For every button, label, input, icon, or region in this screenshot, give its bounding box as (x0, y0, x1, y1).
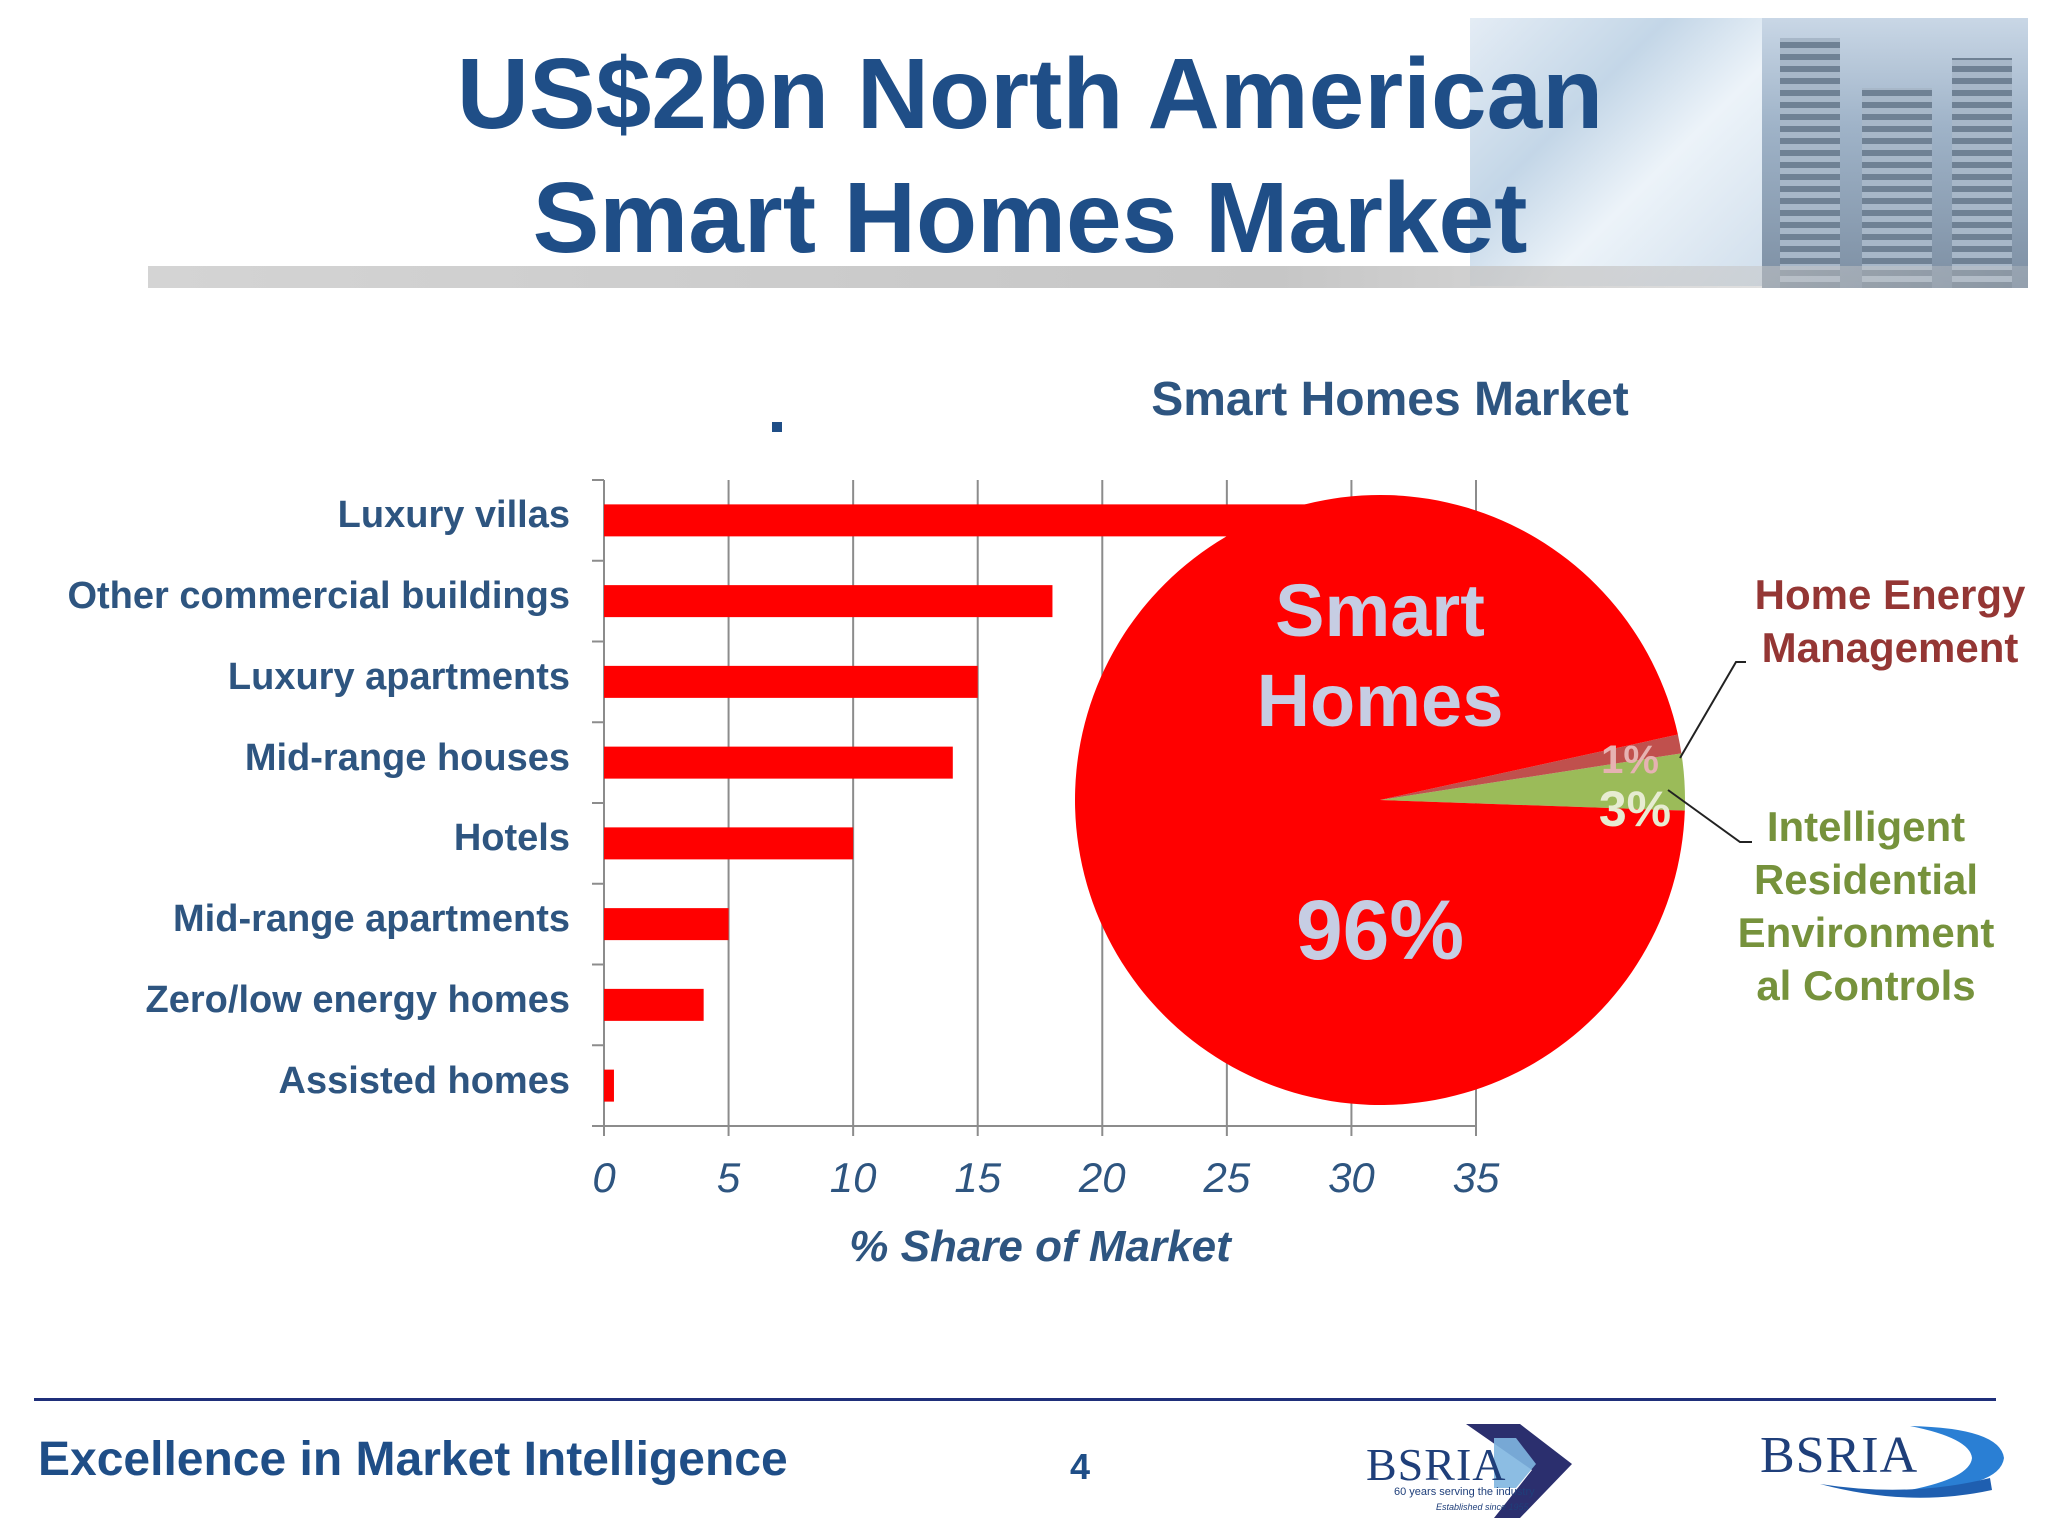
legend-irec-line-3: Environment (1737, 909, 1995, 956)
bsria-60-years-logo: BSRIA 60 years serving the industry Esta… (1366, 1418, 1596, 1522)
category-label: Assisted homes (278, 1059, 570, 1102)
x-tick-label: 25 (1203, 1154, 1251, 1201)
x-tick-label: 30 (1328, 1154, 1375, 1201)
leader-line-home-energy (1679, 661, 1746, 759)
logo-wordmark-2: BSRIA (1760, 1427, 1919, 1484)
legend-hem-line-2: Management (1761, 624, 2019, 671)
title-line-1: US$2bn North American (456, 38, 1604, 150)
pie-label-line-2: Homes (1256, 659, 1504, 742)
category-label: Mid-range apartments (173, 898, 570, 941)
pie-value-smart-homes: 96% (1295, 883, 1465, 977)
pie-slice-home-energy-management (1380, 734, 1682, 800)
category-label: Mid-range houses (244, 736, 570, 779)
legend-irec-line-4: al Controls (1756, 962, 1976, 1009)
tower-shape (1952, 58, 2012, 288)
bar-zero-low-energy-homes (604, 988, 704, 1021)
page-number: 4 (1069, 1446, 1091, 1487)
slide-title: US$2bn North American Smart Homes Market (300, 32, 1760, 280)
logo-arrow-icon (1466, 1424, 1572, 1518)
category-label: Other commercial buildings (67, 575, 570, 618)
bar-assisted-homes (604, 1069, 614, 1102)
legend-irec-line-2: Residential (1753, 856, 1979, 903)
x-tick-label: 0 (592, 1154, 616, 1201)
legend-intelligent-residential-controls: Intelligent Residential Environment al C… (1716, 800, 2016, 1012)
bar-hotels (604, 827, 854, 860)
logo-wordmark: BSRIA (1366, 1439, 1507, 1490)
bar-mid-range-houses (604, 746, 953, 779)
title-line-2: Smart Homes Market (532, 162, 1528, 274)
x-tick-label: 15 (954, 1154, 1002, 1201)
pie-label-smart-homes: Smart Homes (1200, 566, 1560, 746)
legend-hem-line-1: Home Energy (1754, 571, 2026, 618)
logo-tagline: 60 years serving the industry (1394, 1486, 1535, 1498)
pie-value-irec: 3% (1598, 781, 1672, 837)
bsria-logo: BSRIA (1760, 1418, 2008, 1498)
legend-irec-line-1: Intelligent (1766, 803, 1966, 850)
logo-swoosh-icon (1820, 1426, 2004, 1498)
logo-established: Established since 1955 (1436, 1502, 1529, 1512)
banner-skyscraper-photo (1762, 18, 2028, 288)
category-label: Hotels (453, 817, 570, 860)
category-label: Zero/low energy homes (145, 978, 570, 1021)
banner-world-map-image (1470, 18, 1770, 286)
bar-mid-range-apartments (604, 908, 729, 941)
pie-leader-lines (1667, 661, 1752, 843)
bar-other-commercial-buildings (604, 585, 1053, 618)
title-underline-bar (148, 266, 2028, 288)
category-label: Luxury apartments (227, 655, 570, 698)
pie-value-home-energy: 1% (1601, 738, 1659, 782)
pie-slice-intelligent-residential-environmental-controls (1380, 753, 1686, 811)
x-tick-label: 10 (829, 1154, 877, 1201)
leader-line-irec (1667, 789, 1752, 843)
footer-tagline: Excellence in Market Intelligence (38, 1433, 788, 1486)
pie-slice-smart-homes (1075, 495, 1685, 1106)
pie-chart-title: Smart Homes Market (1151, 373, 1629, 426)
category-label: Luxury villas (337, 494, 570, 537)
tower-shape (1862, 88, 1932, 288)
x-tick-label: 5 (716, 1154, 741, 1201)
stray-dot (772, 422, 782, 432)
legend-home-energy-management: Home Energy Management (1740, 568, 2040, 674)
pie-chart (1075, 495, 1686, 1106)
x-axis-title: % Share of Market (849, 1222, 1231, 1271)
x-tick-label: 35 (1452, 1154, 1500, 1201)
x-tick-label: 20 (1078, 1154, 1126, 1201)
tower-shape (1780, 38, 1840, 288)
pie-label-line-1: Smart (1275, 569, 1485, 652)
footer-divider (34, 1398, 1996, 1401)
bar-luxury-apartments (604, 665, 978, 698)
